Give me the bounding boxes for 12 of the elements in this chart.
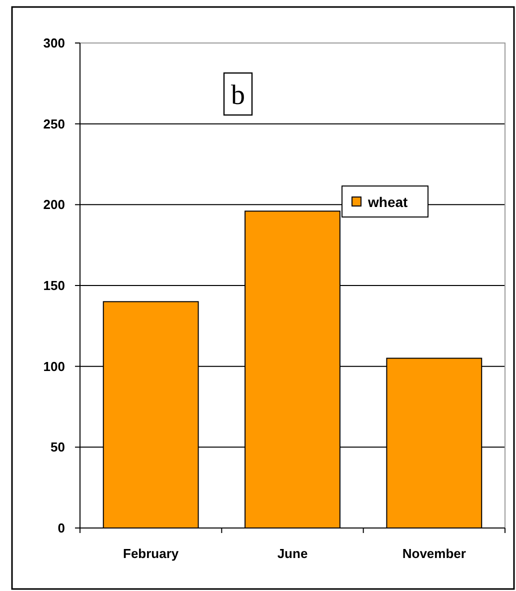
y-tick-label: 150 (43, 278, 65, 294)
x-tick-label: February (123, 546, 180, 561)
x-tick-label: November (402, 546, 466, 561)
annotation: b (231, 80, 245, 111)
y-tick-label: 200 (43, 197, 65, 212)
y-tick-label: 50 (50, 440, 65, 455)
y-tick-label: 250 (43, 116, 65, 132)
y-tick-label: 100 (43, 358, 65, 374)
legend-label: wheat (367, 194, 408, 210)
y-tick-label: 300 (43, 36, 65, 51)
x-tick-label: June (277, 546, 308, 561)
y-tick-label: 0 (58, 520, 65, 536)
